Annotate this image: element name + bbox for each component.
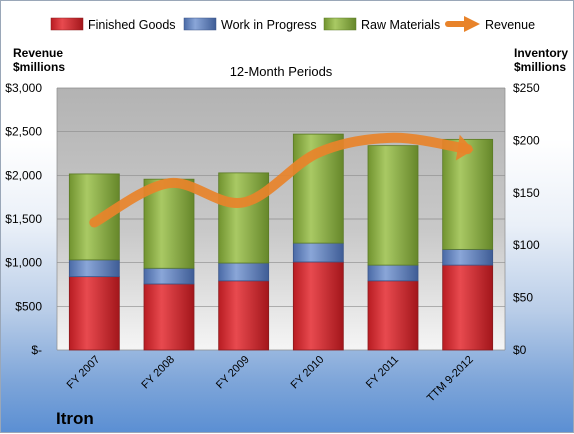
left-axis-ticks: $- $500 $1,000 $1,500 $2,000 $2,500 $3,000 [5,81,42,357]
bar-work-in-progress [218,262,270,282]
legend: Finished Goods Work in Progress Raw Mate… [50,16,535,32]
bar-work-in-progress [442,248,494,266]
bar-finished-goods [68,276,120,351]
bar-work-in-progress [292,242,344,263]
x-tick-label: FY 2007 [65,354,103,392]
right-axis-ticks: $0 $50 $100 $150 $200 $250 [513,81,540,357]
bar-work-in-progress [367,264,419,282]
bar-finished-goods [218,280,270,351]
right-axis-title-line1: Inventory [514,46,568,60]
right-tick-label: $100 [513,238,540,252]
left-tick-label: $1,000 [5,256,42,270]
left-tick-label: $500 [15,299,42,313]
x-axis-ticks: FY 2007 FY 2008 FY 2009 FY 2010 FY 2011 TTM 9… [65,354,476,405]
chart-subtitle: 12-Month Periods [230,64,333,79]
x-tick-label: FY 2008 [139,354,177,392]
revenue-line [89,132,474,228]
right-tick-label: $150 [513,186,540,200]
revenue-arrowhead [455,134,474,161]
left-tick-label: $3,000 [5,81,42,95]
left-axis-title-line2: $millions [13,60,65,74]
legend-label-finished-goods: Finished Goods [88,18,176,32]
legend-swatch-revenue [445,16,480,32]
right-tick-label: $0 [513,343,527,357]
legend-label-work-in-progress: Work in Progress [221,18,317,32]
right-tick-label: $200 [513,133,540,147]
x-tick-label: FY 2011 [364,354,401,391]
x-tick-label: FY 2009 [214,354,252,392]
bar-finished-goods [442,264,494,351]
company-name: Itron [56,409,94,428]
legend-label-raw-materials: Raw Materials [361,18,440,32]
left-tick-label: $2,500 [5,125,42,139]
right-tick-label: $50 [513,291,533,305]
legend-swatch-raw-materials [323,17,357,31]
bar-work-in-progress [68,259,120,278]
left-tick-label: $2,000 [5,168,42,182]
bar-raw-materials [442,138,494,250]
revenue-series-line [89,132,473,228]
legend-swatch-finished-goods [50,17,84,31]
legend-swatch-work-in-progress [183,17,217,31]
left-tick-label: $- [31,343,42,357]
left-tick-label: $1,500 [5,212,42,226]
bar-raw-materials [367,145,419,266]
legend-label-revenue: Revenue [485,18,535,32]
bar-finished-goods [367,280,419,351]
bar-raw-materials [143,178,195,269]
bar-work-in-progress [143,267,195,285]
right-tick-label: $250 [513,81,540,95]
right-axis-title-line2: $millions [514,60,566,74]
left-axis-title-line1: Revenue [13,46,63,60]
bar-finished-goods [143,283,195,351]
x-tick-label: TTM 9-2012 [425,354,476,405]
bar-finished-goods [292,261,344,351]
x-tick-label: FY 2010 [289,354,327,392]
bar-raw-materials [218,172,270,264]
